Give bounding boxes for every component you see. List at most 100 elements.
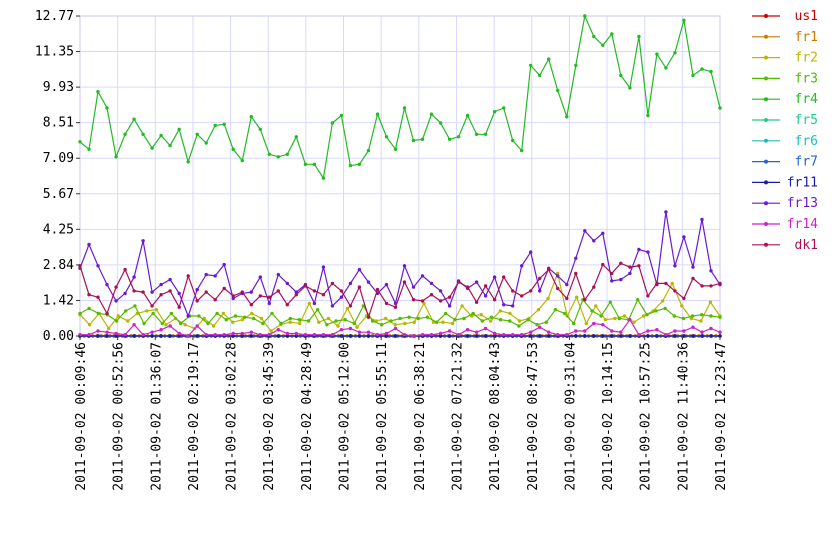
legend-label: fr6 — [795, 134, 818, 149]
data-point — [276, 155, 280, 159]
data-point — [636, 298, 640, 302]
data-point — [718, 330, 722, 334]
data-point — [233, 314, 238, 318]
data-point — [321, 176, 326, 180]
data-point — [312, 162, 317, 166]
data-point — [654, 309, 658, 313]
data-point — [628, 265, 632, 269]
data-point — [123, 291, 127, 296]
data-point — [444, 311, 448, 316]
data-point — [447, 295, 452, 299]
data-point — [556, 274, 560, 278]
data-point — [366, 315, 371, 319]
data-point — [96, 264, 100, 268]
data-point — [87, 147, 91, 151]
legend-item-fr7: fr7 — [752, 155, 818, 170]
data-point — [632, 320, 636, 324]
data-point — [87, 306, 91, 311]
data-point — [637, 264, 641, 268]
data-point — [628, 318, 632, 322]
data-point — [592, 321, 596, 326]
data-point — [178, 321, 183, 326]
data-point — [345, 306, 350, 311]
data-point — [700, 67, 704, 71]
data-point — [240, 334, 244, 338]
data-point — [168, 277, 172, 282]
data-point — [718, 315, 722, 319]
data-point — [276, 334, 280, 338]
data-point — [213, 274, 217, 278]
legend-swatch-point — [764, 159, 768, 164]
data-point — [259, 316, 264, 321]
data-point — [96, 334, 100, 338]
data-point — [87, 293, 91, 297]
data-point — [330, 304, 335, 308]
data-point — [123, 333, 127, 337]
data-point — [556, 286, 560, 291]
data-point — [240, 290, 244, 294]
data-point — [529, 289, 533, 293]
data-point — [590, 309, 594, 313]
data-point — [646, 113, 650, 118]
data-point — [96, 329, 100, 333]
data-point — [411, 285, 416, 289]
data-point — [465, 334, 470, 338]
data-point — [312, 301, 317, 306]
data-point — [709, 334, 713, 338]
data-point — [285, 334, 289, 338]
data-point — [330, 121, 335, 125]
data-point — [709, 69, 713, 74]
data-point — [339, 328, 344, 332]
data-point — [215, 311, 219, 316]
x-tick-label: 2011-09-02 00:52:56 — [112, 342, 127, 491]
data-point — [334, 319, 338, 323]
data-point — [619, 334, 623, 338]
data-point — [240, 331, 244, 336]
data-point — [398, 316, 402, 321]
data-point — [325, 323, 329, 327]
legend-item-us1: us1 — [752, 9, 818, 24]
data-point — [535, 323, 539, 327]
data-point — [718, 281, 722, 286]
data-point — [114, 155, 118, 159]
data-point — [348, 281, 353, 286]
data-point — [343, 318, 347, 322]
data-point — [132, 275, 136, 279]
data-point — [622, 314, 627, 318]
data-point — [267, 295, 271, 299]
data-point — [195, 334, 199, 338]
data-point — [619, 330, 623, 334]
data-point — [583, 298, 587, 302]
data-point — [357, 330, 362, 334]
data-point — [87, 242, 91, 247]
data-point — [508, 311, 512, 316]
data-point — [393, 326, 398, 331]
series-fr13 — [78, 210, 722, 318]
y-tick-label: 2.84 — [43, 258, 74, 273]
data-point — [186, 160, 190, 164]
data-point — [574, 271, 578, 276]
data-point — [574, 329, 578, 333]
data-point — [348, 163, 353, 168]
legend-swatch-point — [764, 180, 768, 185]
data-point — [402, 264, 407, 268]
data-point — [592, 285, 596, 289]
data-point — [681, 316, 686, 321]
data-point — [663, 306, 667, 311]
data-point — [133, 304, 137, 308]
data-point — [348, 334, 353, 338]
data-point — [529, 250, 533, 254]
data-point — [420, 137, 425, 141]
data-point — [159, 328, 163, 332]
data-point — [412, 320, 416, 324]
data-point — [114, 331, 118, 336]
data-point — [420, 274, 425, 278]
data-point — [132, 334, 136, 338]
data-point — [526, 318, 530, 322]
data-point — [307, 301, 311, 306]
data-point — [456, 280, 461, 284]
legend-swatch-point — [764, 138, 768, 143]
legend-label: fr1 — [795, 30, 818, 45]
data-point — [221, 311, 225, 316]
data-point — [150, 290, 154, 294]
